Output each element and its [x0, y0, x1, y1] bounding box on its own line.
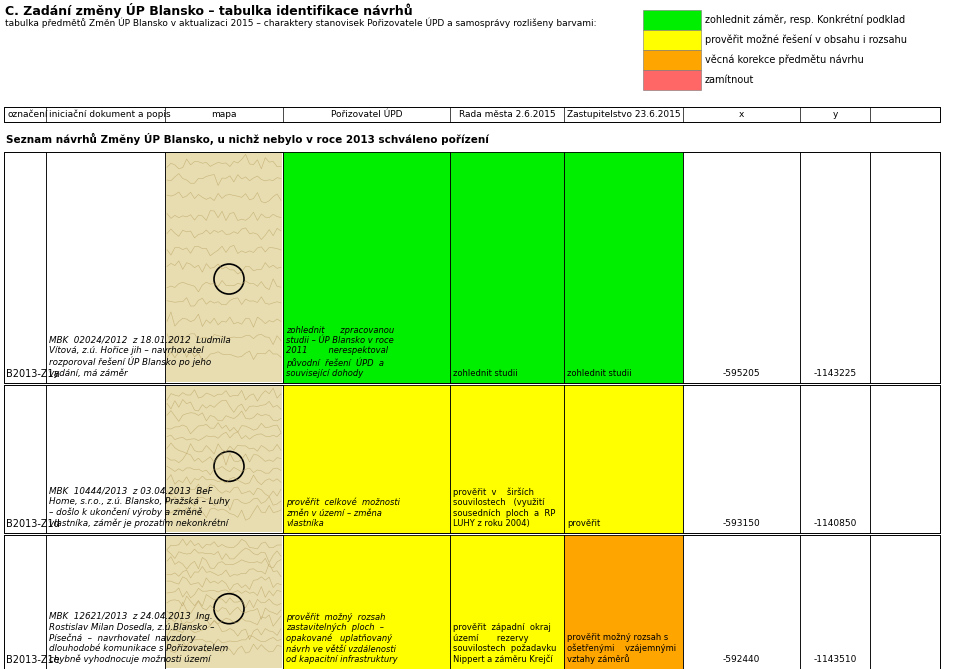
Text: MBK  10444/2013  z 03.04.2013  BeF
Home, s.r.o., z.ú. Blansko, Pražská – Luhy
– : MBK 10444/2013 z 03.04.2013 BeF Home, s.… [49, 486, 229, 528]
Text: y: y [832, 110, 838, 119]
Bar [283, 152, 450, 383]
Text: prověřit  celkové  možnosti
změn v území – změna
vlastníka: prověřit celkové možnosti změn v území –… [286, 498, 400, 528]
Text: MBK  12621/2013  z 24.04.2013  Ing.
Rostislav Milan Dosedla, z.ú.Blansko –
Píseč: MBK 12621/2013 z 24.04.2013 Ing. Rostisl… [49, 612, 228, 664]
Text: zohlednit studii: zohlednit studii [453, 369, 517, 378]
Text: Pořizovatel ÚPD: Pořizovatel ÚPD [331, 110, 402, 119]
Bar [450, 535, 564, 669]
Bar [4, 107, 940, 122]
Bar [643, 70, 701, 90]
Text: věcná korekce předmětu návrhu: věcná korekce předmětu návrhu [705, 55, 864, 66]
Bar [564, 152, 683, 383]
Bar [166, 386, 282, 532]
Text: označení: označení [7, 110, 47, 119]
Text: B2013-Z1a: B2013-Z1a [6, 369, 60, 379]
Bar [4, 107, 940, 122]
Text: -1143510: -1143510 [813, 655, 856, 664]
Bar [283, 535, 450, 669]
Text: mapa: mapa [211, 110, 237, 119]
Text: -593150: -593150 [723, 519, 760, 528]
Bar [283, 385, 450, 533]
Text: prověřit: prověřit [567, 519, 600, 528]
Text: zohlednit      zpracovanou
studii – ÚP Blansko v roce
2011        nerespektoval
: zohlednit zpracovanou studii – ÚP Blansk… [286, 326, 395, 378]
Bar [4, 385, 940, 533]
Text: B2013-Z1e: B2013-Z1e [6, 655, 60, 665]
Bar [4, 152, 940, 383]
Bar [643, 10, 701, 30]
Bar [166, 153, 282, 382]
Text: -592440: -592440 [723, 655, 760, 664]
Text: Seznam návrhů Změny ÚP Blansko, u nichž nebylo v roce 2013 schváleno pořízení: Seznam návrhů Změny ÚP Blansko, u nichž … [6, 133, 489, 145]
Text: zohlednit záměr, resp. Konkrétní podklad: zohlednit záměr, resp. Konkrétní podklad [705, 15, 905, 25]
Text: iniciační dokument a popis: iniciační dokument a popis [49, 110, 171, 119]
Text: -595205: -595205 [723, 369, 760, 378]
Text: prověřit  západní  okraj
území       rezervy
souvilostech  požadavku
Nippert a z: prověřit západní okraj území rezervy sou… [453, 624, 557, 664]
Text: MBK  02024/2012  z 18.01.2012  Ludmila
Vítová, z.ú. Hořice jih – navrhovatel
roz: MBK 02024/2012 z 18.01.2012 Ludmila Víto… [49, 335, 230, 378]
Bar [450, 152, 564, 383]
Text: x: x [739, 110, 744, 119]
Text: prověřit možné řešení v obsahu i rozsahu: prověřit možné řešení v obsahu i rozsahu [705, 35, 907, 45]
Bar [564, 535, 683, 669]
Text: Rada města 2.6.2015: Rada města 2.6.2015 [459, 110, 555, 119]
Bar [643, 30, 701, 50]
Text: zohlednit studii: zohlednit studii [567, 369, 632, 378]
Bar [4, 535, 940, 669]
Text: B2013-Z1d: B2013-Z1d [6, 519, 60, 529]
Text: -1140850: -1140850 [813, 519, 856, 528]
Bar [643, 50, 701, 70]
Text: Zastupitelstvo 23.6.2015: Zastupitelstvo 23.6.2015 [566, 110, 681, 119]
Text: prověřit možný rozsah s
ošetřenými    vzájemnými
vztahy záměrů: prověřit možný rozsah s ošetřenými vzáje… [567, 633, 676, 664]
Bar [450, 385, 564, 533]
Bar [4, 152, 940, 383]
Text: prověřit  možný  rozsah
zastavitelných  ploch  –
opakované   uplatňovaný
návrh v: prověřit možný rozsah zastavitelných plo… [286, 612, 397, 664]
Text: zamítnout: zamítnout [705, 75, 755, 85]
Bar [166, 536, 282, 668]
Bar [564, 385, 683, 533]
Bar [4, 535, 940, 669]
Text: prověřit  v    širších
souvilostech   (využití
sousedních  ploch  a  RP
LUHY z r: prověřit v širších souvilostech (využití… [453, 487, 556, 528]
Text: -1143225: -1143225 [813, 369, 856, 378]
Bar [4, 385, 940, 533]
Text: C. Zadání změny ÚP Blansko – tabulka identifikace návrhů: C. Zadání změny ÚP Blansko – tabulka ide… [5, 3, 413, 18]
Text: tabulka předmětů Změn ÚP Blansko v aktualizaci 2015 – charaktery stanovisek Poři: tabulka předmětů Změn ÚP Blansko v aktua… [5, 18, 596, 29]
